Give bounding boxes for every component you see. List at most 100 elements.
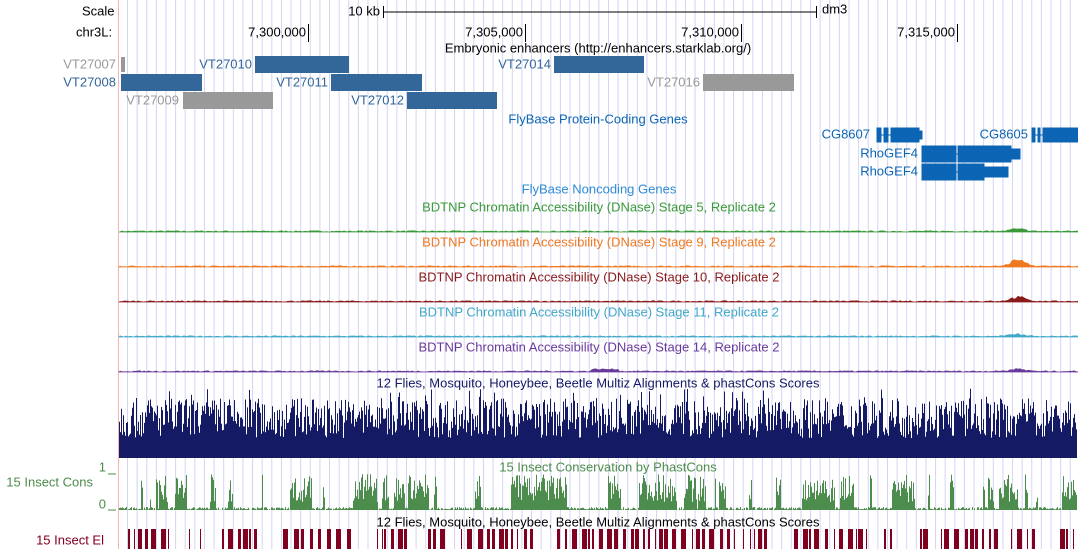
enhancer-label[interactable]: VT27007 bbox=[63, 56, 116, 71]
conserved-element bbox=[499, 529, 504, 549]
dnase-signal bbox=[117, 259, 1078, 268]
track-title: 15 Insect Conservation by PhastCons bbox=[499, 459, 717, 474]
conserved-element bbox=[138, 529, 142, 549]
conserved-element bbox=[803, 529, 808, 549]
conserved-element bbox=[970, 529, 974, 549]
conserved-element bbox=[283, 529, 288, 549]
conserved-element bbox=[734, 529, 735, 549]
conserved-element bbox=[794, 529, 798, 549]
conserved-element bbox=[134, 529, 135, 549]
enhancer-label[interactable]: VT27008 bbox=[63, 74, 116, 89]
track-title: 12 Flies, Mosquito, Honeybee, Beetle Mul… bbox=[377, 375, 820, 390]
enhancer-label[interactable]: VT27009 bbox=[126, 92, 179, 107]
track-title: FlyBase Noncoding Genes bbox=[522, 181, 677, 196]
conserved-element bbox=[249, 529, 251, 549]
conserved-element bbox=[243, 529, 248, 549]
conserved-element bbox=[754, 529, 755, 549]
enhancer[interactable] bbox=[703, 74, 794, 91]
conserved-element bbox=[1066, 529, 1068, 549]
conserved-element bbox=[839, 529, 843, 549]
conserved-element bbox=[294, 529, 299, 549]
position-ticks bbox=[308, 24, 958, 42]
axis-max: 1 bbox=[99, 459, 106, 474]
conserved-element bbox=[505, 529, 508, 549]
dnase-signal bbox=[119, 228, 1078, 233]
conserved-element bbox=[989, 529, 991, 549]
track-label: 15 Insect Cons bbox=[6, 474, 93, 489]
enhancer-label[interactable]: VT27014 bbox=[498, 56, 551, 71]
enhancer[interactable] bbox=[407, 92, 497, 109]
conserved-element bbox=[592, 529, 594, 549]
conserved-element bbox=[572, 529, 577, 549]
conserved-element bbox=[582, 529, 587, 549]
conserved-element bbox=[890, 529, 892, 549]
gene-label[interactable]: RhoGEF4 bbox=[860, 163, 918, 178]
enhancer[interactable] bbox=[121, 74, 202, 91]
enhancer[interactable] bbox=[554, 56, 644, 73]
track-title: BDTNP Chromatin Accessibility (DNase) St… bbox=[422, 234, 776, 249]
conserved-element bbox=[565, 529, 567, 549]
gene-features bbox=[876, 127, 1078, 181]
conserved-element bbox=[492, 529, 495, 549]
conserved-element bbox=[382, 529, 383, 549]
enhancer-label[interactable]: VT27012 bbox=[351, 92, 404, 107]
track-title: 12 Flies, Mosquito, Honeybee, Beetle Mul… bbox=[377, 514, 820, 529]
conserved-element bbox=[433, 529, 436, 549]
track-label: 15 Insect El bbox=[36, 532, 104, 547]
conserved-element bbox=[428, 529, 431, 549]
conserved-element bbox=[336, 529, 341, 549]
conserved-element bbox=[254, 529, 257, 549]
conserved-element bbox=[347, 529, 351, 549]
conserved-element bbox=[168, 529, 169, 549]
conserved-element bbox=[588, 529, 590, 549]
conserved-element bbox=[517, 529, 518, 549]
conserved-element bbox=[599, 529, 603, 549]
conserved-element bbox=[834, 529, 835, 549]
conserved-element bbox=[941, 529, 942, 549]
conserved-element bbox=[982, 529, 984, 549]
conserved-element bbox=[461, 529, 462, 549]
conserved-element bbox=[923, 529, 928, 549]
position-tick: 7,300,000 bbox=[248, 24, 306, 39]
conserved-element bbox=[524, 529, 527, 549]
conserved-element bbox=[643, 529, 645, 549]
track-title: BDTNP Chromatin Accessibility (DNase) St… bbox=[418, 339, 779, 354]
enhancer-label[interactable]: VT27016 bbox=[647, 74, 700, 89]
enhancer-label[interactable]: VT27011 bbox=[276, 74, 328, 89]
track-title: BDTNP Chromatin Accessibility (DNase) St… bbox=[418, 269, 779, 284]
conserved-element bbox=[809, 529, 811, 549]
position-tick: 7,305,000 bbox=[465, 24, 523, 39]
conserved-element bbox=[655, 529, 656, 549]
conserved-element bbox=[825, 529, 828, 549]
conserved-element bbox=[384, 529, 386, 549]
dnase-signal bbox=[117, 368, 1078, 373]
conserved-element bbox=[467, 529, 472, 549]
enhancer[interactable] bbox=[183, 92, 273, 109]
conserved-element bbox=[884, 529, 886, 549]
dnase-signal bbox=[118, 333, 1078, 338]
enhancer-label[interactable]: VT27010 bbox=[199, 56, 252, 71]
conserved-element bbox=[228, 529, 233, 549]
conserved-element bbox=[161, 529, 166, 549]
gene-label[interactable]: RhoGEF4 bbox=[860, 145, 918, 160]
conserved-element bbox=[858, 529, 863, 549]
phastcons-signal bbox=[119, 474, 1077, 510]
scale-label: Scale bbox=[82, 3, 115, 18]
conserved-element bbox=[377, 529, 378, 549]
conserved-element bbox=[743, 529, 744, 549]
gene-label[interactable]: CG8607 bbox=[822, 126, 870, 141]
conserved-element bbox=[607, 529, 612, 549]
enhancer[interactable] bbox=[255, 56, 349, 73]
conserved-element bbox=[404, 529, 407, 549]
conserved-element bbox=[866, 529, 867, 549]
conserved-element bbox=[530, 529, 533, 549]
conserved-element bbox=[440, 529, 445, 549]
enhancer-features bbox=[121, 56, 794, 109]
enhancer[interactable] bbox=[121, 57, 125, 72]
conserved-element bbox=[635, 529, 639, 549]
enhancer[interactable] bbox=[331, 74, 422, 91]
gene-label[interactable]: CG8605 bbox=[980, 126, 1028, 141]
conserved-element bbox=[848, 529, 853, 549]
conserved-element bbox=[151, 529, 156, 549]
conserved-element bbox=[1017, 529, 1022, 549]
